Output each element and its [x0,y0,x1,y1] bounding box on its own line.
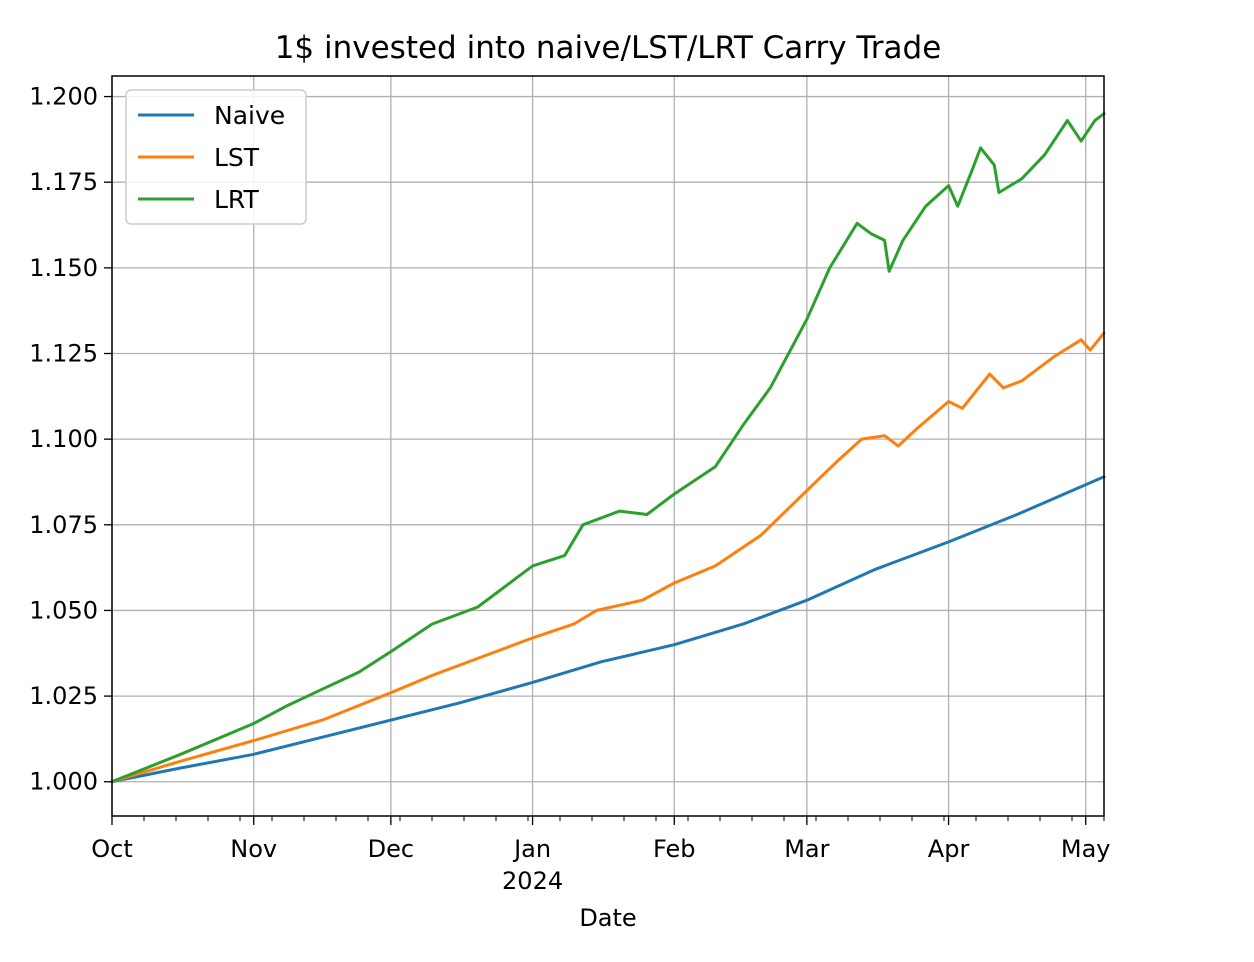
series-line-naive [110,475,1106,784]
x-tick-label: Nov [230,835,277,863]
legend-label: Naive [214,101,285,130]
x-tick-label: Feb [653,835,696,863]
y-tick-label: 1.050 [29,596,98,624]
y-tick-label: 1.150 [29,254,98,282]
legend-label: LRT [214,185,259,214]
y-tick-label: 1.125 [29,340,98,368]
legend-box [125,89,307,225]
x-tick-label: Jan [512,835,551,863]
x-tick-label: Oct [91,835,133,863]
x-axis-ticks: Oct Nov Dec Jan 2024 Feb Mar Apr May [91,816,1111,895]
legend-label: LST [214,143,260,172]
legend: Naive LST LRT [125,89,307,225]
y-tick-label: 1.025 [29,682,98,710]
x-tick-label: Mar [784,835,829,863]
plot-area-frame [111,75,1105,817]
x-tick-label: May [1061,835,1111,863]
chart-title: 1$ invested into naive/LST/LRT Carry Tra… [275,30,942,66]
series-line-lst [110,331,1106,784]
y-tick-label: 1.075 [29,511,98,539]
x-axis-label: Date [579,904,636,932]
series-line-lrt [110,112,1106,784]
x-tick-label: Apr [928,835,970,863]
y-axis-ticks: 1.000 1.025 1.050 1.075 1.100 1.125 1.150 1.175… [29,83,112,796]
y-tick-label: 1.200 [29,83,98,111]
x-tick-label: Dec [368,835,414,863]
series-lines [110,112,1106,784]
y-tick-label: 1.175 [29,168,98,196]
y-tick-label: 1.000 [29,768,98,796]
x-tick-sublabel: 2024 [502,867,563,895]
y-tick-label: 1.100 [29,425,98,453]
